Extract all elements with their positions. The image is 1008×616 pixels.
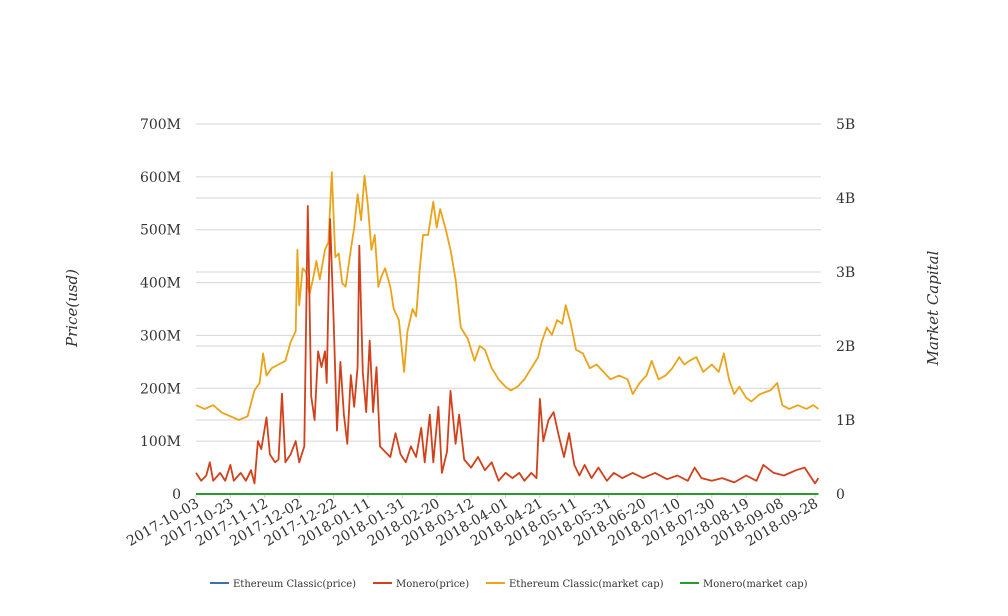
left-tick-label: 200M	[140, 381, 181, 397]
right-y-axis: 0 1B 2B 3B 4B 5B	[836, 117, 855, 503]
left-tick-label: 300M	[140, 328, 181, 344]
right-tick-label: 1B	[836, 413, 855, 429]
left-y-axis: 0 100M 200M 300M 400M 500M 600M 700M	[140, 117, 181, 503]
x-axis: 2017-10-032017-10-232017-11-122017-12-02…	[124, 494, 821, 550]
legend-label: Monero(market cap)	[703, 579, 808, 590]
legend-label: Monero(price)	[396, 579, 469, 590]
right-axis-title: Market Capital	[924, 250, 942, 366]
legend-label: Ethereum Classic(market cap)	[509, 579, 664, 590]
left-tick-label: 400M	[140, 276, 181, 292]
right-tick-label: 4B	[836, 191, 855, 207]
left-tick-label: 100M	[140, 434, 181, 450]
left-axis-title: Price(usd)	[63, 269, 81, 348]
right-tick-label: 2B	[836, 339, 855, 355]
gridlines	[196, 123, 821, 442]
left-tick-label: 500M	[140, 223, 181, 239]
legend: Ethereum Classic(price) Monero(price) Ethe…	[210, 579, 808, 590]
right-tick-label: 0	[836, 487, 845, 503]
right-tick-label: 5B	[836, 117, 855, 133]
left-tick-label: 0	[172, 487, 181, 503]
series-lines	[195, 171, 820, 495]
series-line-monero-price	[195, 205, 820, 485]
series-line-ethereum-classic-market-cap	[195, 171, 819, 421]
right-tick-label: 3B	[836, 265, 855, 281]
left-tick-label: 700M	[140, 117, 181, 133]
left-tick-label: 600M	[140, 170, 181, 186]
legend-label: Ethereum Classic(price)	[233, 579, 356, 590]
